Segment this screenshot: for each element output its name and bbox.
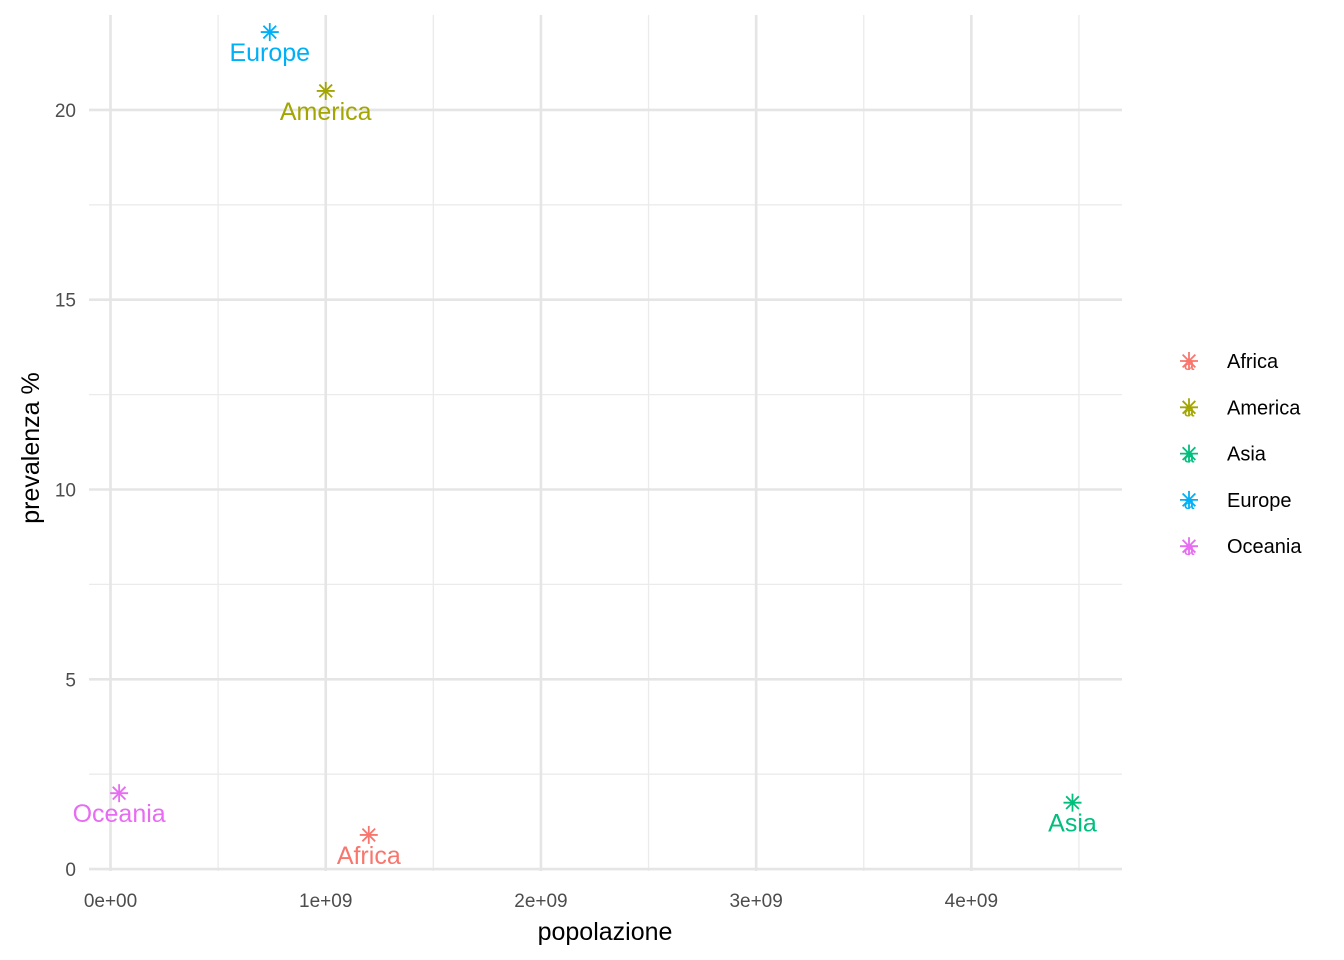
point-label-asia: Asia bbox=[1048, 810, 1097, 838]
legend-label: Europe bbox=[1227, 490, 1292, 512]
legend-key-marker bbox=[1180, 537, 1198, 556]
grid-major bbox=[89, 15, 1122, 871]
legend-key-marker bbox=[1180, 398, 1198, 417]
legend-item-africa: aAfrica bbox=[1180, 351, 1279, 375]
y-tick-label: 10 bbox=[55, 481, 76, 502]
grid-minor bbox=[89, 15, 1122, 871]
point-marker-oceania bbox=[110, 784, 129, 803]
point-label-oceania: Oceania bbox=[73, 800, 166, 828]
point-marker-asia bbox=[1063, 793, 1082, 812]
legend-label: Asia bbox=[1227, 444, 1267, 466]
y-tick-label: 5 bbox=[65, 670, 76, 691]
data-points: Africa America Asia Europe Oceania bbox=[73, 23, 1097, 870]
legend-key-marker bbox=[1180, 490, 1198, 509]
y-tick-label: 15 bbox=[55, 291, 76, 312]
point-label-africa: Africa bbox=[337, 842, 401, 870]
x-axis-title: popolazione bbox=[538, 918, 673, 946]
legend-key-marker bbox=[1180, 444, 1198, 463]
x-tick-label: 0e+00 bbox=[84, 891, 137, 912]
point-label-america: America bbox=[280, 98, 372, 126]
x-tick-label: 2e+09 bbox=[514, 891, 567, 912]
legend-label: Oceania bbox=[1227, 536, 1302, 558]
x-tick-label: 1e+09 bbox=[299, 891, 352, 912]
point-marker-africa bbox=[359, 825, 378, 844]
legend-item-oceania: aOceania bbox=[1180, 536, 1302, 560]
point-marker-america bbox=[316, 81, 335, 100]
y-tick-label: 20 bbox=[55, 101, 76, 122]
legend-key-marker bbox=[1180, 352, 1198, 370]
legend-label: Africa bbox=[1227, 351, 1279, 373]
legend-label: America bbox=[1227, 397, 1301, 419]
point-marker-europe bbox=[260, 23, 279, 42]
y-axis-ticks: 0 5 10 15 20 bbox=[55, 101, 76, 881]
x-tick-label: 4e+09 bbox=[945, 891, 998, 912]
x-axis-ticks: 0e+00 1e+09 2e+09 3e+09 4e+09 bbox=[84, 891, 998, 912]
x-tick-label: 3e+09 bbox=[729, 891, 782, 912]
y-axis-title: prevalenza % bbox=[17, 372, 45, 523]
y-tick-label: 0 bbox=[65, 860, 76, 881]
point-label-europe: Europe bbox=[229, 39, 310, 67]
